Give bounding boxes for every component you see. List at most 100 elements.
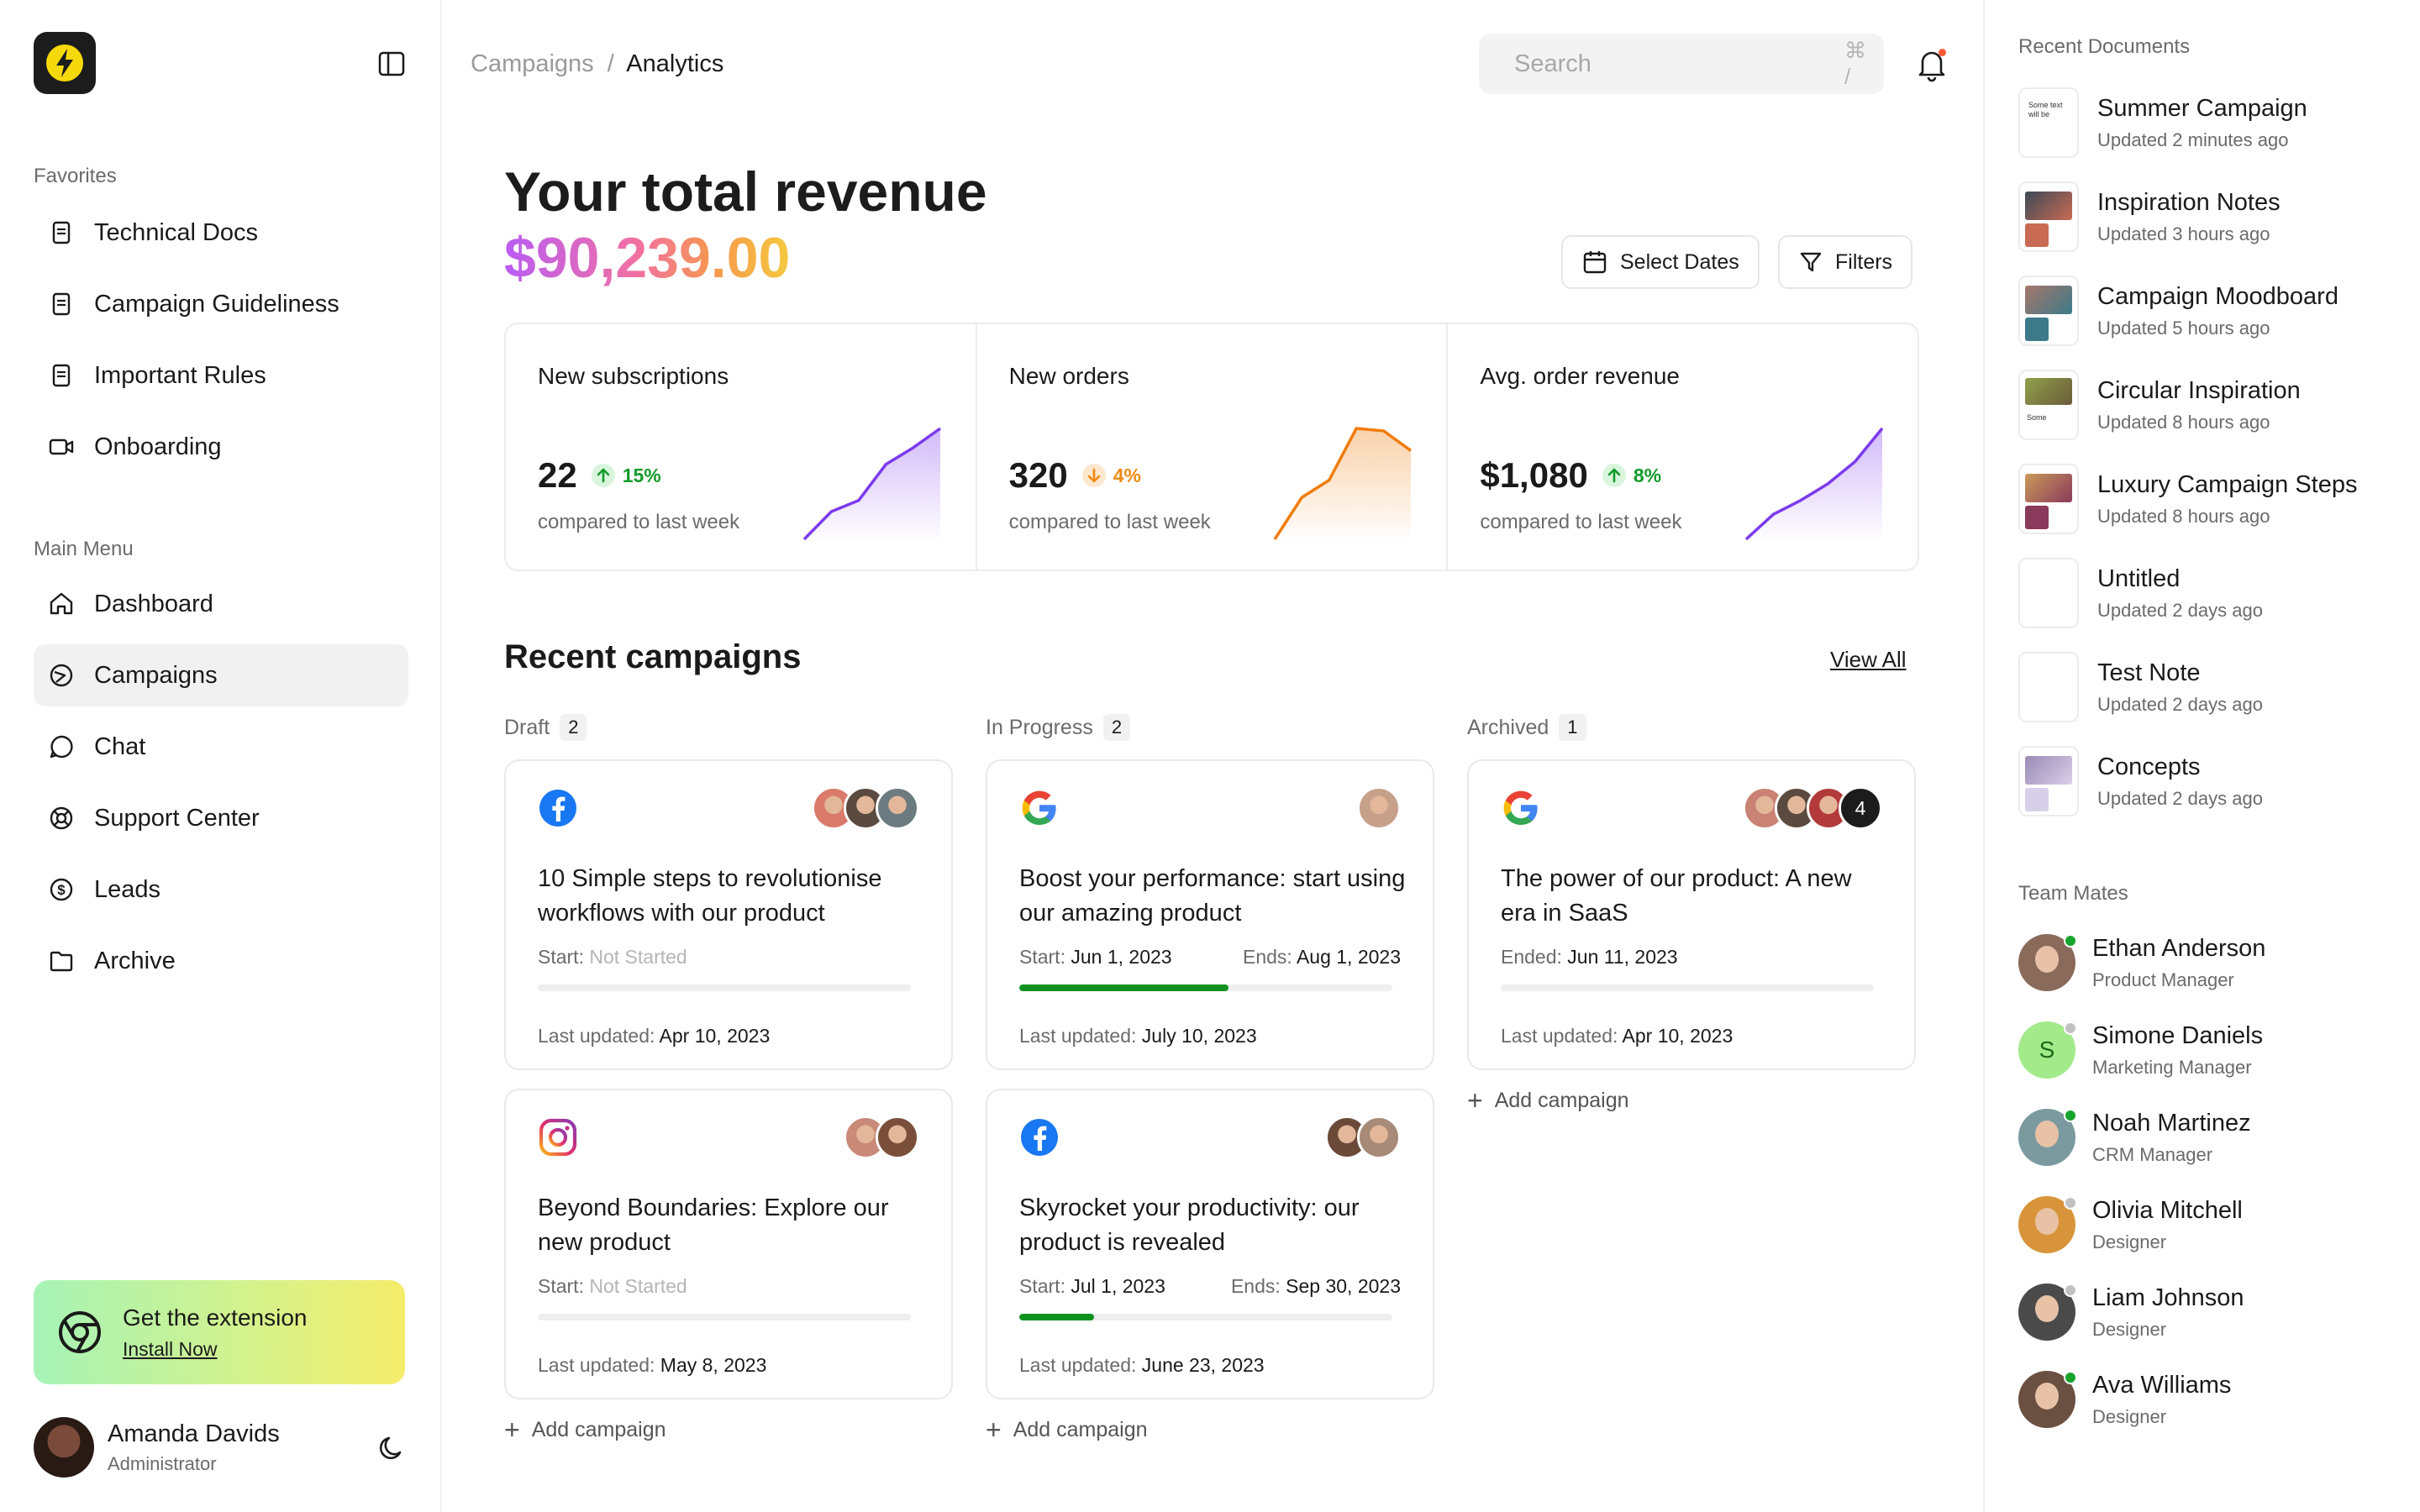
select-dates-button[interactable]: Select Dates	[1561, 235, 1760, 289]
team-mate-item[interactable]: Ethan Anderson Product Manager	[2018, 931, 2405, 995]
sidebar-item-onboarding[interactable]: Onboarding	[34, 416, 408, 478]
extension-card: Get the extension Install Now	[34, 1280, 405, 1384]
sidebar-item-chat[interactable]: Chat	[34, 716, 408, 778]
progress-bar	[538, 1314, 911, 1320]
plus-icon: +	[986, 1415, 1002, 1445]
filters-button[interactable]: Filters	[1778, 235, 1913, 289]
document-name: Circular Inspiration	[2097, 376, 2301, 404]
doc-icon	[47, 218, 76, 247]
campaign-start: Start: Not Started	[538, 946, 687, 969]
sidebar-item-label: Onboarding	[94, 433, 222, 460]
column-title: Draft	[504, 715, 550, 739]
sparkline-chart	[802, 427, 941, 543]
install-now-link[interactable]: Install Now	[123, 1337, 218, 1360]
document-thumbnail	[2018, 464, 2079, 534]
sparkline-line	[1273, 427, 1413, 540]
updated-label: Last updated:	[538, 1354, 655, 1376]
campaign-card[interactable]: 4 The power of our product: A new era in…	[1467, 759, 1916, 1070]
campaign-title: Skyrocket your productivity: our product…	[1019, 1194, 1360, 1256]
document-item[interactable]: Test Note Updated 2 days ago	[2018, 652, 2405, 722]
sidebar-item-label: Dashboard	[94, 590, 213, 617]
document-item[interactable]: Campaign Moodboard Updated 5 hours ago	[2018, 276, 2405, 346]
sidebar-item-campaign-guidelines[interactable]: Campaign Guideliness	[34, 273, 408, 335]
search-input[interactable]	[1514, 50, 1831, 78]
stat-value: 22	[538, 455, 577, 495]
column-count-badge: 2	[1102, 714, 1131, 741]
campaign-end: Ends: Sep 30, 2023	[1231, 1275, 1401, 1298]
avatar-face	[2035, 946, 2059, 973]
sidebar-item-important-rules[interactable]: Important Rules	[34, 344, 408, 407]
document-item[interactable]: Some Circular Inspiration Updated 8 hours …	[2018, 370, 2405, 440]
document-thumbnail	[2018, 558, 2079, 628]
sidebar-panel-icon	[378, 51, 405, 76]
avatar-face	[2035, 1208, 2059, 1235]
team-mate-item[interactable]: Ava Williams Designer	[2018, 1368, 2405, 1431]
campaign-updated: Last updated: Apr 10, 2023	[1501, 1025, 1733, 1047]
sidebar-toggle-button[interactable]	[375, 47, 408, 81]
status-indicator	[2064, 1021, 2077, 1035]
dark-mode-toggle[interactable]	[376, 1431, 408, 1467]
sidebar-item-technical-docs[interactable]: Technical Docs	[34, 202, 408, 264]
document-item[interactable]: Untitled Updated 2 days ago	[2018, 558, 2405, 628]
recent-documents-label: Recent Documents	[2018, 35, 2191, 58]
team-mate-item[interactable]: Liam Johnson Designer	[2018, 1280, 2405, 1344]
start-value: Jun 1, 2023	[1071, 946, 1172, 968]
add-campaign-button[interactable]: + Add campaign	[504, 1416, 666, 1443]
campaign-card[interactable]: Skyrocket your productivity: our product…	[986, 1089, 1434, 1399]
breadcrumb-campaigns[interactable]: Campaigns	[471, 50, 594, 77]
add-campaign-button[interactable]: + Add campaign	[1467, 1087, 1629, 1114]
avatar	[2018, 934, 2077, 991]
campaign-card[interactable]: Boost your performance: start using our …	[986, 759, 1434, 1070]
filter-icon	[1800, 252, 1822, 272]
start-value: Not Started	[589, 946, 687, 968]
search-shortcut: ⌘ /	[1844, 38, 1866, 89]
stat-change: 15%	[591, 463, 661, 488]
campaign-dates: Start: Not Started	[538, 946, 919, 969]
campaign-card[interactable]: 10 Simple steps to revolutionise workflo…	[504, 759, 953, 1070]
google-icon	[1019, 788, 1060, 832]
search-box[interactable]: ⌘ /	[1479, 34, 1884, 94]
sparkline-area	[1746, 428, 1883, 543]
campaign-start: Start: Jun 1, 2023	[1019, 946, 1172, 969]
thumb-photo	[2025, 318, 2049, 341]
revenue-title: Your total revenue	[504, 160, 987, 223]
sidebar-item-campaigns[interactable]: Campaigns	[34, 644, 408, 706]
more-avatars-badge: 4	[1839, 786, 1882, 830]
notifications-button[interactable]	[1912, 45, 1951, 84]
sidebar-item-dashboard[interactable]: Dashboard	[34, 573, 408, 635]
sidebar-item-archive[interactable]: Archive	[34, 930, 408, 992]
document-item[interactable]: Inspiration Notes Updated 3 hours ago	[2018, 181, 2405, 252]
stat-change: 8%	[1602, 463, 1661, 488]
avatar-face	[2035, 1383, 2059, 1410]
user-profile[interactable]: Amanda Davids Administrator	[34, 1416, 408, 1478]
sidebar-item-support-center[interactable]: Support Center	[34, 787, 408, 849]
thumb-photo	[2025, 506, 2049, 529]
add-campaign-button[interactable]: + Add campaign	[986, 1416, 1148, 1443]
thumb-photo	[2025, 192, 2072, 220]
progress-bar	[1019, 1314, 1392, 1320]
thumb-photo	[2025, 286, 2072, 314]
campaign-updated: Last updated: Apr 10, 2023	[538, 1025, 770, 1047]
app-logo[interactable]	[34, 32, 96, 94]
plus-icon: +	[1467, 1085, 1483, 1116]
team-mate-item[interactable]: S Simone Daniels Marketing Manager	[2018, 1018, 2405, 1082]
instagram-icon	[538, 1117, 578, 1162]
campaign-card[interactable]: Beyond Boundaries: Explore our new produ…	[504, 1089, 953, 1399]
team-mate-role: Designer	[2092, 1231, 2167, 1252]
document-item[interactable]: Luxury Campaign Steps Updated 8 hours ago	[2018, 464, 2405, 534]
document-updated: Updated 2 days ago	[2097, 693, 2263, 715]
avatar	[2018, 1284, 2077, 1341]
bolt-icon	[46, 45, 83, 81]
team-mate-item[interactable]: Olivia Mitchell Designer	[2018, 1193, 2405, 1257]
plus-icon: +	[504, 1415, 520, 1445]
sidebar-item-leads[interactable]: $ Leads	[34, 858, 408, 921]
google-icon	[1501, 788, 1541, 832]
updated-value: Apr 10, 2023	[659, 1025, 771, 1047]
team-mates-label: Team Mates	[2018, 882, 2128, 905]
document-item[interactable]: Some text will be Summer Campaign Updated …	[2018, 87, 2405, 158]
document-item[interactable]: Concepts Updated 2 days ago	[2018, 746, 2405, 816]
column-count-badge: 2	[560, 714, 587, 741]
sidebar-item-label: Archive	[94, 947, 176, 974]
team-mate-item[interactable]: Noah Martinez CRM Manager	[2018, 1105, 2405, 1169]
view-all-link[interactable]: View All	[1830, 647, 1907, 672]
